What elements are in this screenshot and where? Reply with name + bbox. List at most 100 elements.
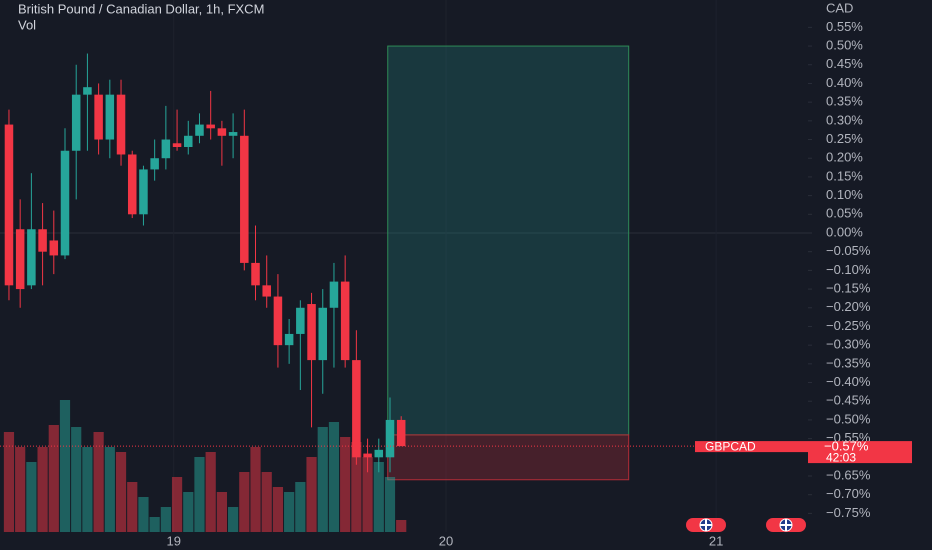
volume-bar xyxy=(82,447,93,532)
candle-body xyxy=(60,150,70,256)
y-tick-label: −0.05% xyxy=(826,243,871,258)
candle-body xyxy=(71,94,81,151)
y-tick-label: −0.15% xyxy=(826,281,871,296)
y-tick-label: 0.05% xyxy=(826,206,863,221)
axis-unit: CAD xyxy=(826,0,853,15)
candle-body xyxy=(363,453,372,458)
candle-body xyxy=(307,304,316,361)
candle-body xyxy=(38,229,47,252)
candle-body xyxy=(150,158,159,170)
stop-zone xyxy=(387,434,630,481)
candle-body xyxy=(172,143,182,148)
y-tick-label: 0.15% xyxy=(826,168,863,183)
volume-bar xyxy=(384,477,396,532)
volume-bar xyxy=(138,497,149,532)
volume-bar xyxy=(149,517,160,532)
volume-bar xyxy=(295,482,306,532)
volume-bar xyxy=(37,447,48,532)
volume-bar xyxy=(59,400,71,532)
x-tick-label: 19 xyxy=(166,533,180,548)
volume-bar xyxy=(317,427,328,532)
volume-bar xyxy=(239,472,250,532)
candle-body xyxy=(195,124,204,136)
symbol-label: GBPCAD xyxy=(705,439,756,453)
candle-body xyxy=(352,360,361,458)
volume-bar xyxy=(160,507,171,532)
volume-bar xyxy=(272,487,284,532)
candle-body xyxy=(385,419,395,458)
volume-bar xyxy=(15,447,26,532)
volume-bar xyxy=(250,447,261,532)
candle-body xyxy=(251,262,260,286)
volume-bar xyxy=(261,472,272,532)
volume-bar xyxy=(373,462,384,532)
candle-body xyxy=(94,94,103,140)
last-price-label: −0.57% xyxy=(824,439,869,454)
candle-body xyxy=(217,128,227,136)
y-tick-label: 0.35% xyxy=(826,94,863,109)
x-tick-label: 21 xyxy=(709,533,723,548)
volume-bar xyxy=(127,482,138,532)
candle-body xyxy=(27,229,36,286)
y-tick-label: −0.45% xyxy=(826,393,871,408)
candle-body xyxy=(184,135,193,148)
y-tick-label: −0.75% xyxy=(826,505,871,520)
volume-bar xyxy=(115,452,127,532)
volume-bar xyxy=(340,437,351,532)
y-tick-label: −0.20% xyxy=(826,299,871,314)
target-zone xyxy=(387,45,630,436)
candle-body xyxy=(296,307,305,334)
flag-icon[interactable] xyxy=(686,518,726,532)
volume-bar xyxy=(71,427,82,532)
y-tick-label: 0.20% xyxy=(826,150,863,165)
y-tick-label: 0.50% xyxy=(826,37,863,52)
candle-body xyxy=(240,135,249,263)
candle-body xyxy=(83,87,92,95)
volume-bar xyxy=(396,520,407,532)
x-tick-label: 20 xyxy=(439,533,453,548)
y-tick-label: −0.50% xyxy=(826,411,871,426)
y-tick-label: 0.55% xyxy=(826,19,863,34)
y-tick-label: 0.30% xyxy=(826,112,863,127)
volume-bar xyxy=(26,462,37,532)
candle-body xyxy=(329,281,339,308)
volume-bar xyxy=(227,507,239,532)
volume-bar xyxy=(306,457,317,532)
volume-bar xyxy=(205,452,216,532)
volume-bar xyxy=(284,492,295,532)
candle-body xyxy=(15,229,25,290)
y-tick-label: 0.45% xyxy=(826,56,863,71)
symbol-tag xyxy=(695,441,808,453)
volume-bar xyxy=(171,477,183,532)
candle-body xyxy=(105,94,115,140)
candle-body xyxy=(49,240,59,256)
volume-bar xyxy=(93,432,104,532)
candle-body xyxy=(374,449,384,458)
candle-body xyxy=(206,124,215,129)
y-tick-label: 0.00% xyxy=(826,224,863,239)
y-tick-label: 0.10% xyxy=(826,187,863,202)
chart-title: British Pound / Canadian Dollar, 1h, FXC… xyxy=(18,1,264,16)
y-tick-label: −0.65% xyxy=(826,467,871,482)
candle-body xyxy=(139,169,148,215)
candle-body xyxy=(396,419,406,447)
countdown-label: 42:03 xyxy=(826,450,856,464)
y-tick-label: 0.40% xyxy=(826,75,863,90)
flag-icon[interactable] xyxy=(766,518,806,532)
volume-bar xyxy=(362,457,373,532)
plot-area xyxy=(0,45,808,532)
price-tag xyxy=(808,441,912,464)
candle-body xyxy=(161,139,171,159)
volume-bar xyxy=(351,442,362,532)
volume-bar xyxy=(48,425,59,532)
volume-bar xyxy=(183,492,194,532)
y-tick-label: −0.40% xyxy=(826,374,871,389)
volume-bar xyxy=(194,457,205,532)
candle-body xyxy=(340,281,350,361)
volume-label: Vol xyxy=(18,17,36,32)
y-tick-label: −0.25% xyxy=(826,318,871,333)
candle-body xyxy=(127,154,137,215)
volume-bar xyxy=(104,447,115,532)
candle-body xyxy=(116,94,126,155)
candle-body xyxy=(262,285,271,297)
